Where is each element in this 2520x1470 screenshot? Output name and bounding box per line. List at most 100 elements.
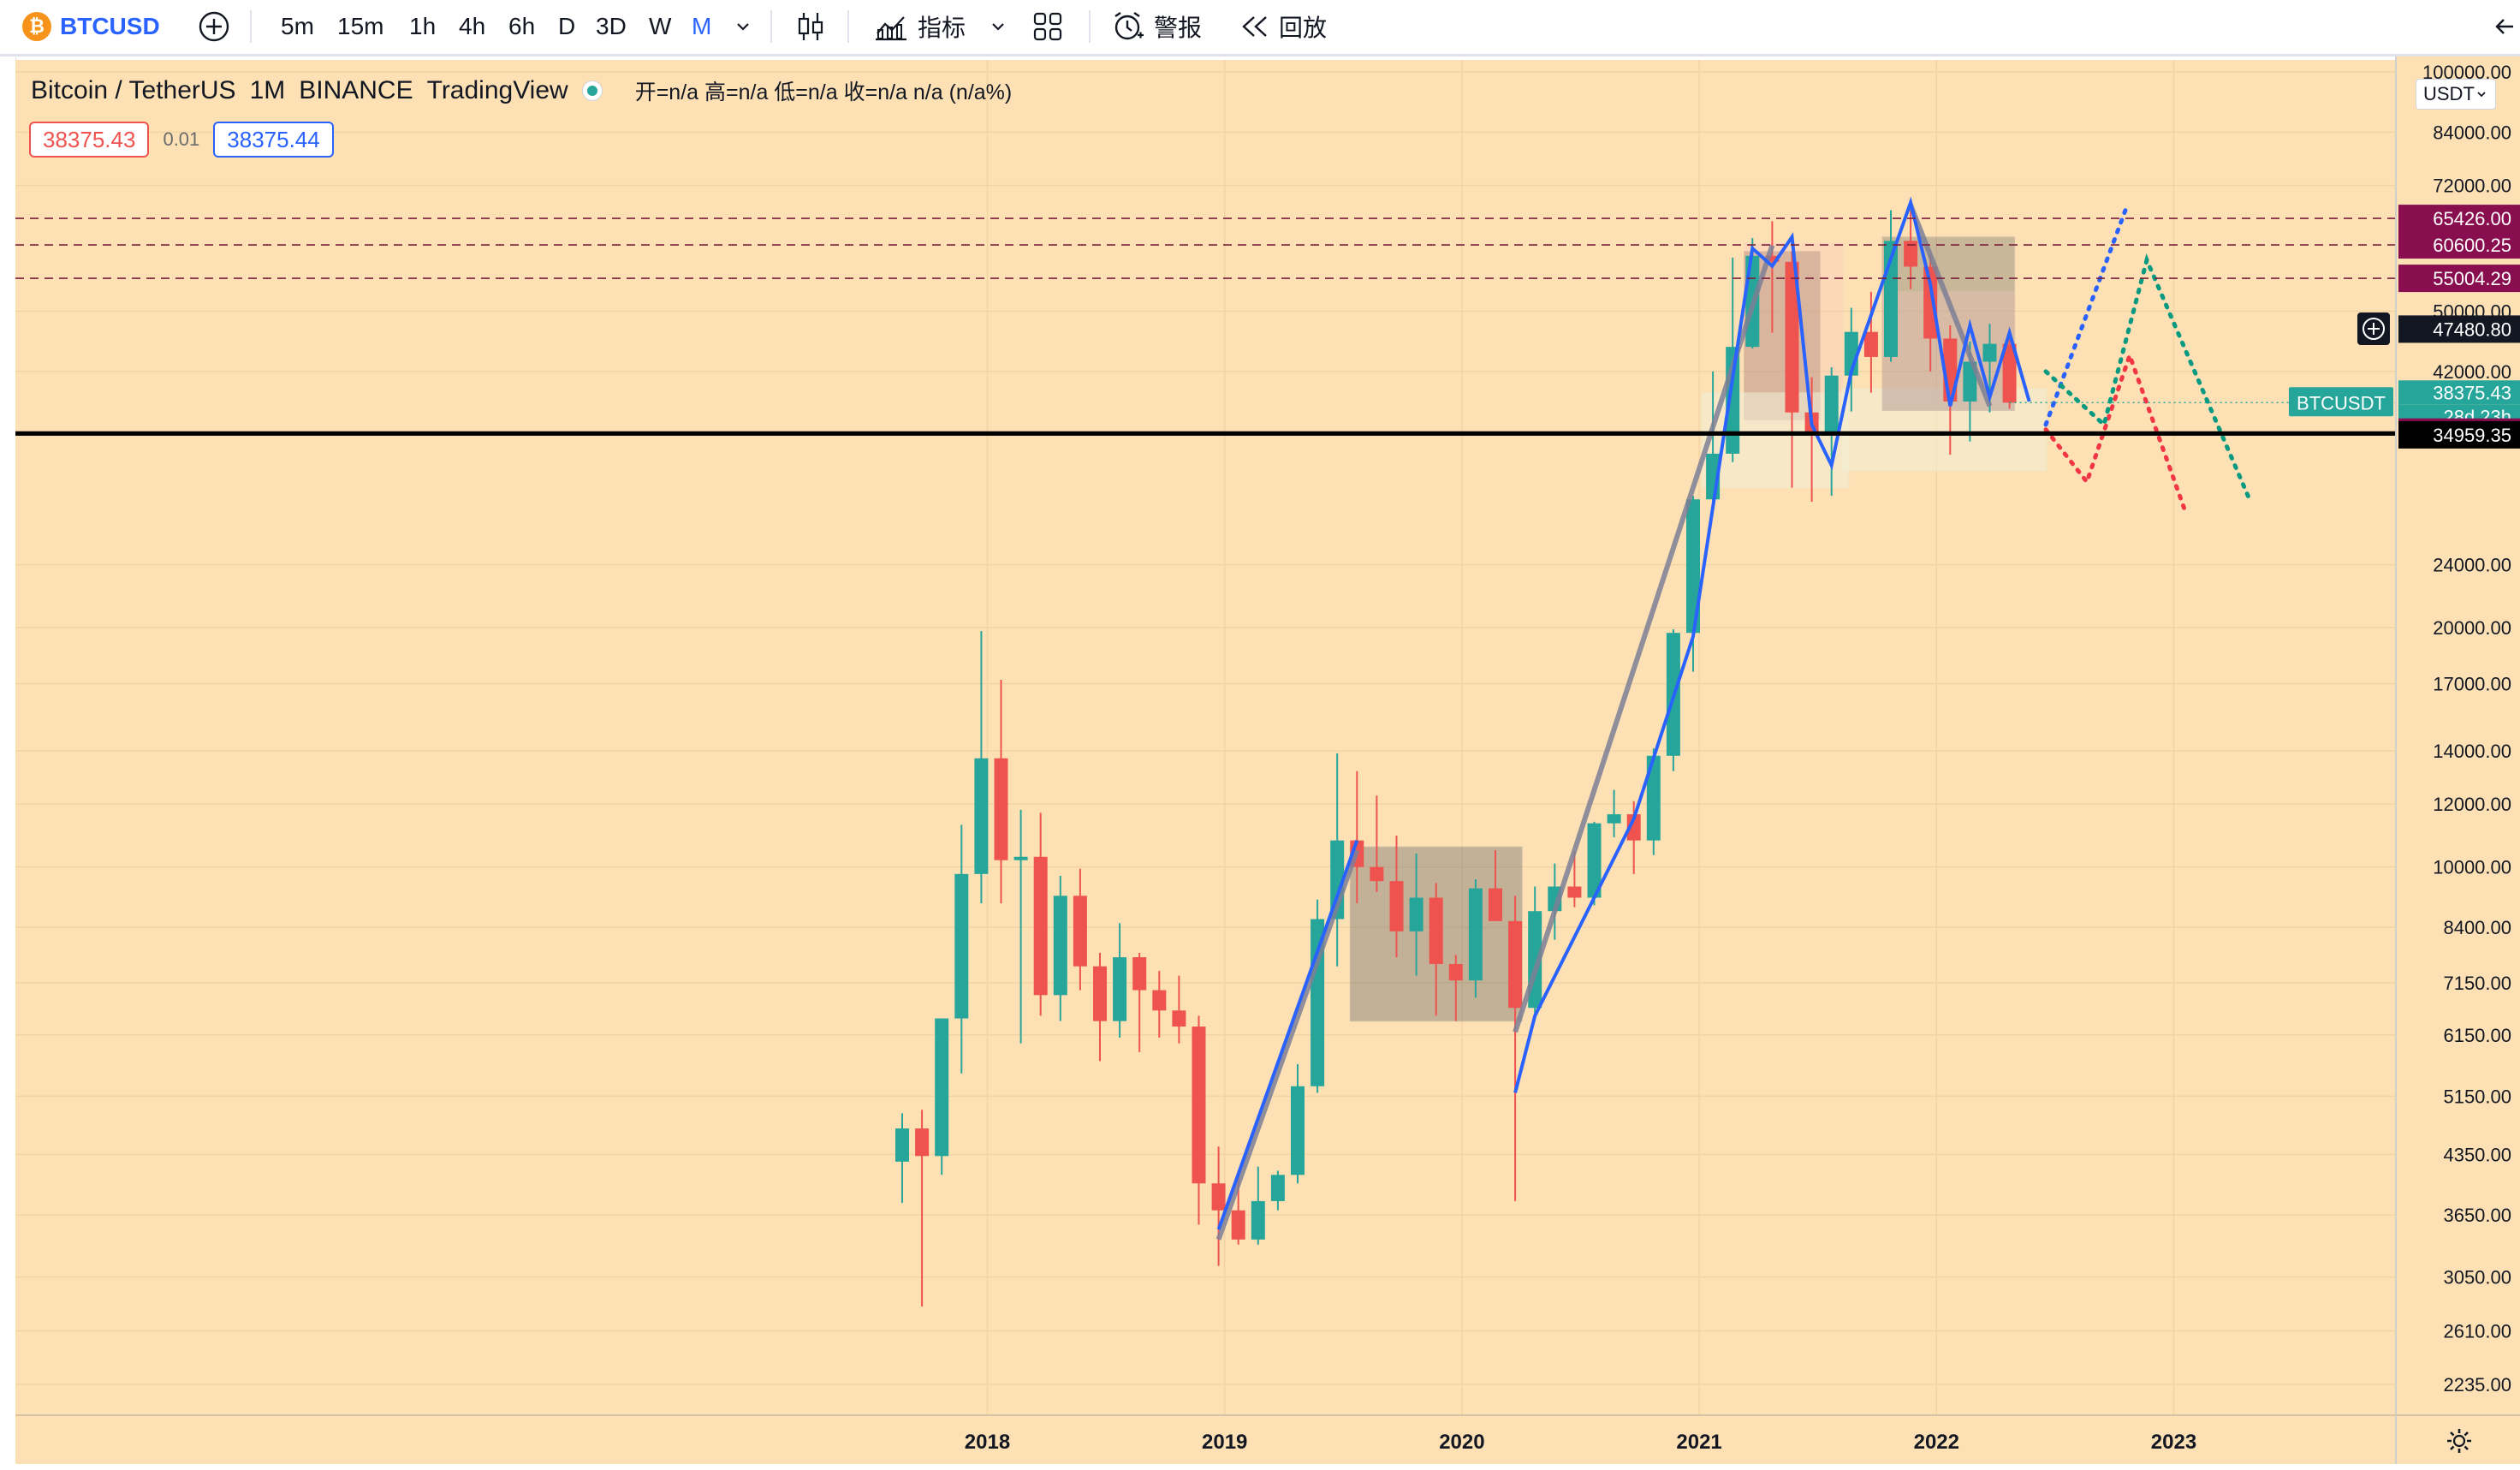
chart-canvas[interactable]: BTCUSDT (15, 60, 2395, 1414)
price-tick-label: 24000.00 (2433, 555, 2511, 576)
chart-pane[interactable]: BTCUSDT (15, 60, 2395, 1414)
candle-body (1251, 1200, 1265, 1240)
top-toolbar: ₿ BTCUSD 5m 15m 1h 4h 6h D 3D W M 指标 (0, 0, 2520, 57)
interval-label: 4h (459, 13, 486, 39)
currency-select[interactable]: USDT (2416, 79, 2496, 110)
price-label-box (2398, 205, 2520, 233)
legend-exchange: BINANCE (299, 76, 413, 104)
price-label-text: 47480.80 (2433, 318, 2511, 340)
candle-body (1468, 888, 1483, 981)
trendline-drawing (1215, 849, 1360, 1241)
symbol-tag-bg (2289, 387, 2393, 417)
candle-body (1211, 1183, 1226, 1211)
candle-body (1291, 1086, 1305, 1175)
candle-body (1646, 755, 1661, 841)
grid-layout-icon (1033, 12, 1062, 41)
legend-source: TradingView (426, 76, 568, 104)
price-label-box (2398, 315, 2520, 343)
candle-body (994, 758, 1008, 860)
market-status-icon[interactable] (581, 80, 603, 101)
indicators-chart-icon (876, 16, 906, 41)
price-tick-label: 17000.00 (2433, 674, 2511, 695)
interval-label: M (692, 13, 712, 39)
sell-price-button[interactable]: 38375.43 (29, 122, 150, 158)
price-label-box (2398, 231, 2520, 259)
price-tick-label: 6150.00 (2443, 1025, 2511, 1046)
price-tick-label: 72000.00 (2433, 175, 2511, 196)
alert-button[interactable]: 警报 (1111, 0, 1202, 53)
rewind-icon (1242, 16, 1267, 37)
toolbar-divider (250, 10, 252, 43)
interval-label: W (649, 13, 672, 39)
add-symbol-button[interactable] (197, 0, 231, 53)
price-axis[interactable]: 100000.00 84000.00 72000.00 50000.00 42000.0… (2395, 57, 2520, 1414)
gear-icon[interactable] (2445, 1426, 2474, 1455)
time-axis[interactable]: 2018 2019 2020 2021 2022 2023 (15, 1414, 2395, 1464)
interval-label: 6h (508, 13, 536, 39)
candle-body (1626, 814, 1641, 841)
layout-button[interactable] (1032, 0, 1063, 53)
interval-1w[interactable]: W (649, 0, 671, 53)
buy-price-button[interactable]: 38375.44 (213, 122, 334, 158)
symbol-search-button[interactable]: ₿ BTCUSD (22, 0, 160, 53)
interval-6h[interactable]: 6h (508, 0, 535, 53)
interval-4h[interactable]: 4h (459, 0, 485, 53)
time-tick-label: 2023 (2151, 1431, 2196, 1454)
add-alert-plus-icon[interactable] (2357, 312, 2390, 346)
settings-corner[interactable] (2395, 1414, 2520, 1464)
time-tick-label: 2022 (1914, 1431, 1959, 1454)
time-tick-label: 2019 (1202, 1431, 1247, 1454)
quick-trade-row: 38375.43 0.01 38375.44 (29, 122, 334, 158)
price-label-box (2398, 420, 2520, 449)
arrow-left-icon (2495, 19, 2513, 34)
alert-label: 警报 (1154, 15, 1203, 41)
interval-1d[interactable]: D (558, 0, 575, 53)
indicators-dropdown-button[interactable] (988, 0, 1008, 53)
replay-button[interactable]: 回放 (1239, 0, 1327, 53)
alarm-clock-icon (1114, 12, 1144, 40)
candle-body (1448, 964, 1463, 981)
interval-1h[interactable]: 1h (409, 0, 436, 53)
left-drawing-toolbar (0, 57, 16, 1464)
back-arrow-button[interactable] (2493, 0, 2517, 53)
candle-body (1686, 499, 1700, 634)
price-tick-label: 20000.00 (2433, 617, 2511, 639)
interval-3d[interactable]: 3D (596, 0, 627, 53)
price-label-box (2398, 265, 2520, 293)
zigzag-drawing (1216, 839, 1359, 1230)
candle-body (1013, 856, 1028, 860)
price-tick-label: 12000.00 (2433, 794, 2511, 815)
projection-path-drawing (2043, 253, 2252, 502)
chevron-down-icon (992, 23, 1004, 31)
time-tick-label: 2020 (1439, 1431, 1484, 1454)
spread-value: 0.01 (163, 128, 200, 150)
interval-dropdown-button[interactable] (733, 0, 753, 53)
price-tick-label: 4350.00 (2443, 1144, 2511, 1165)
trendline-drawing (1908, 204, 1993, 408)
candle-body (895, 1128, 909, 1162)
indicators-button[interactable]: 指标 (873, 0, 966, 53)
interval-label: 1h (409, 13, 437, 39)
candle-body (1508, 920, 1523, 1009)
price-label-box (2398, 380, 2520, 405)
candle-body (1765, 255, 1780, 262)
candle-body (1389, 881, 1404, 931)
candle-body (2002, 343, 2017, 403)
candle-body (1785, 261, 1799, 413)
price-label-text: 60600.25 (2433, 235, 2511, 256)
legend-pair[interactable]: Bitcoin / TetherUS (31, 76, 236, 104)
interval-label: 3D (596, 13, 627, 39)
chart-type-button[interactable] (796, 0, 825, 53)
candle-body (1113, 957, 1127, 1021)
candle-body (1567, 886, 1582, 898)
interval-5m[interactable]: 5m (281, 0, 314, 53)
interval-1month[interactable]: M (692, 0, 711, 53)
projection-path-drawing (2043, 208, 2128, 427)
plus-circle-icon (199, 11, 229, 42)
price-tick-label: 3650.00 (2443, 1205, 2511, 1226)
candle-body (1152, 990, 1167, 1011)
price-label-text: 55004.29 (2433, 268, 2511, 289)
trendline-drawing (1513, 244, 1775, 1033)
interval-15m[interactable]: 15m (337, 0, 383, 53)
candle-body (1172, 1010, 1186, 1027)
